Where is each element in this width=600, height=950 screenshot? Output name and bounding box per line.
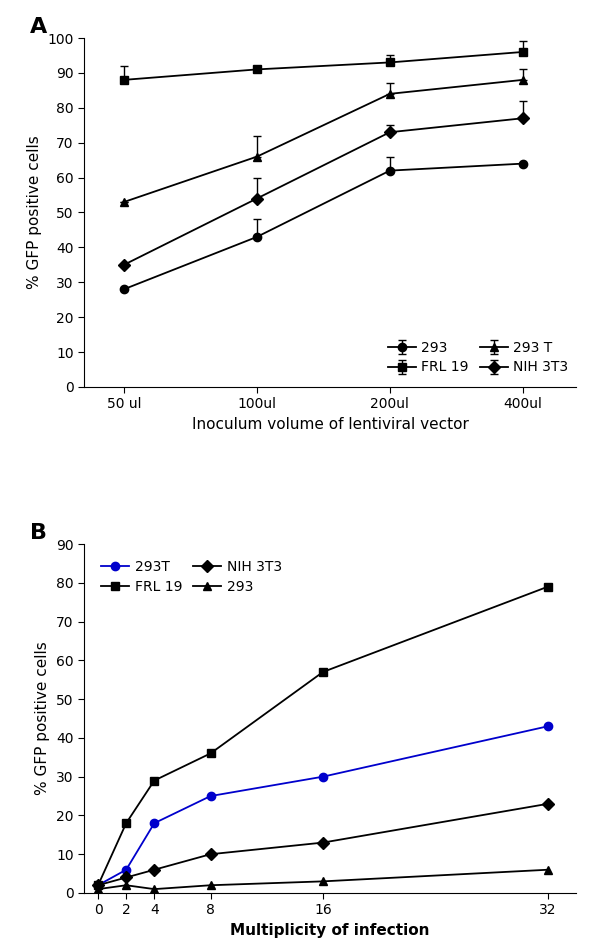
293 xyxy=(544,864,551,876)
Legend: 293T, FRL 19, NIH 3T3, 293: 293T, FRL 19, NIH 3T3, 293 xyxy=(96,555,287,599)
FRL 19 xyxy=(207,748,214,759)
NIH 3T3 xyxy=(319,837,326,848)
293 xyxy=(122,880,130,891)
NIH 3T3 xyxy=(122,872,130,884)
FRL 19 xyxy=(94,880,101,891)
293T xyxy=(151,818,158,829)
293 xyxy=(207,880,214,891)
Y-axis label: % GFP positive cells: % GFP positive cells xyxy=(26,136,41,290)
FRL 19 xyxy=(122,818,130,829)
293T xyxy=(122,864,130,876)
X-axis label: Multiplicity of infection: Multiplicity of infection xyxy=(230,923,430,938)
293T xyxy=(544,720,551,732)
293 xyxy=(94,884,101,895)
293T xyxy=(94,880,101,891)
Legend: 293, FRL 19, 293 T, NIH 3T3: 293, FRL 19, 293 T, NIH 3T3 xyxy=(382,335,574,380)
Line: FRL 19: FRL 19 xyxy=(94,582,552,889)
FRL 19 xyxy=(151,775,158,787)
Text: B: B xyxy=(30,523,47,543)
NIH 3T3 xyxy=(151,864,158,876)
FRL 19 xyxy=(319,666,326,677)
NIH 3T3 xyxy=(94,880,101,891)
NIH 3T3 xyxy=(207,848,214,860)
293 xyxy=(151,884,158,895)
Line: 293: 293 xyxy=(94,865,552,893)
293T xyxy=(207,790,214,802)
FRL 19 xyxy=(544,581,551,593)
Text: A: A xyxy=(30,17,47,37)
Line: 293T: 293T xyxy=(94,722,552,889)
Y-axis label: % GFP positive cells: % GFP positive cells xyxy=(35,641,50,795)
Line: NIH 3T3: NIH 3T3 xyxy=(94,800,552,889)
293T xyxy=(319,771,326,783)
293 xyxy=(319,876,326,887)
X-axis label: Inoculum volume of lentiviral vector: Inoculum volume of lentiviral vector xyxy=(191,417,469,432)
NIH 3T3 xyxy=(544,798,551,809)
